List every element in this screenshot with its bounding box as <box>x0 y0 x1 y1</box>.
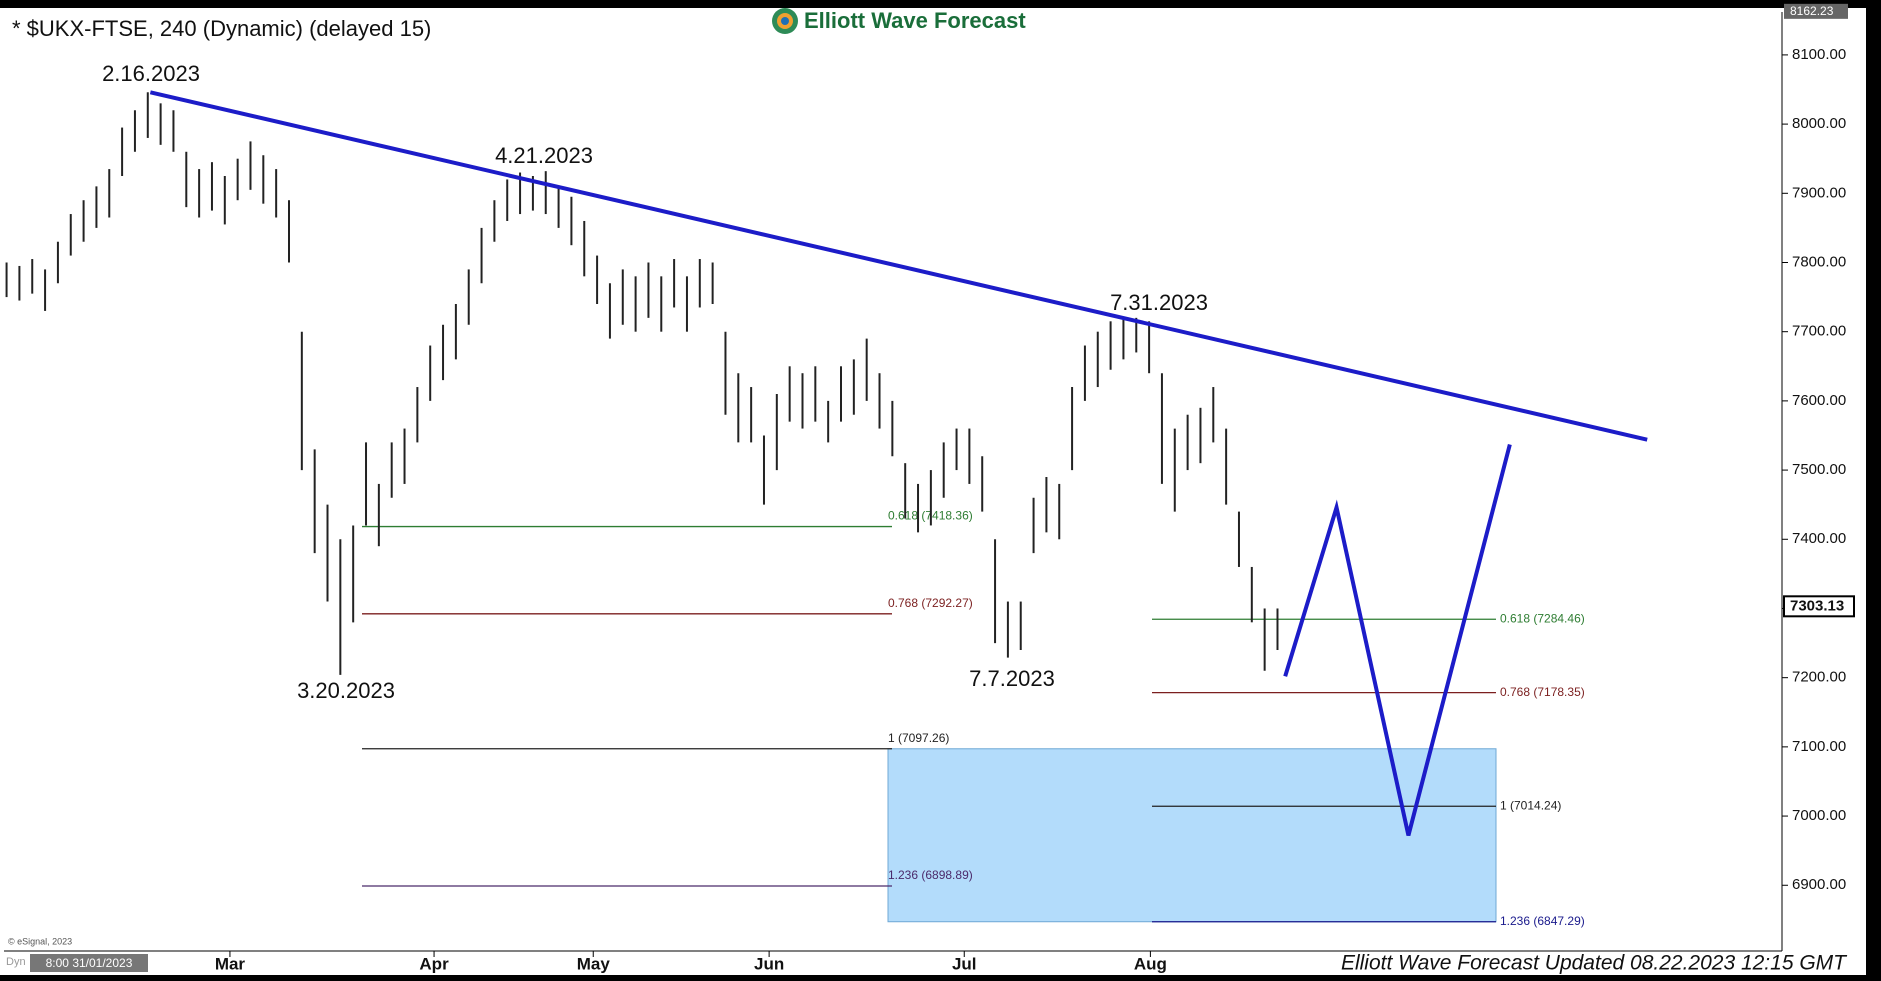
logo-text: Elliott Wave Forecast <box>804 8 1026 33</box>
y-tick-label: 7100.00 <box>1792 738 1846 755</box>
fib-label: 1.236 (6898.89) <box>888 868 973 882</box>
start-label: 8:00 31/01/2023 <box>46 956 133 970</box>
x-tick-label: Apr <box>419 954 449 973</box>
logo-icon-core <box>781 17 789 25</box>
frame-bottom <box>0 975 1881 981</box>
x-tick-label: Mar <box>215 954 246 973</box>
target-zone <box>887 748 1497 923</box>
y-tick-label: 7600.00 <box>1792 392 1846 409</box>
start-box <box>30 954 148 972</box>
fib-label: 1 (7014.24) <box>1500 798 1561 812</box>
y-tick-label: 8100.00 <box>1792 46 1846 63</box>
y-tick-label: 8000.00 <box>1792 115 1846 132</box>
corner-label: Dyn <box>6 956 26 968</box>
logo: Elliott Wave Forecast <box>764 2 1034 40</box>
x-tick-label: Jul <box>952 954 977 973</box>
date-annotation: 7.7.2023 <box>969 666 1055 691</box>
chart-title: * $UKX-FTSE, 240 (Dynamic) (delayed 15) <box>12 16 431 41</box>
fib-label: 0.768 (7178.35) <box>1500 685 1585 699</box>
projection <box>1283 443 1512 836</box>
y-tick-label: 7700.00 <box>1792 323 1846 340</box>
date-annotation: 2.16.2023 <box>102 61 200 86</box>
footer: Elliott Wave Forecast Updated 08.22.2023… <box>1341 952 1848 975</box>
y-tick-label: 7200.00 <box>1792 669 1846 686</box>
last-price-label: 7303.13 <box>1790 597 1844 614</box>
y-tick-label: 7500.00 <box>1792 461 1846 478</box>
fib-label: 1.236 (6847.29) <box>1500 914 1585 928</box>
date-annotation: 4.21.2023 <box>495 143 593 168</box>
date-annotation: 7.31.2023 <box>1110 290 1208 315</box>
fib-label: 0.618 (7284.46) <box>1500 611 1585 625</box>
last-price-box <box>1783 595 1855 618</box>
y-tick-label: 7000.00 <box>1792 807 1846 824</box>
y-tick-label: 7800.00 <box>1792 253 1846 270</box>
x-tick-label: May <box>577 954 611 973</box>
fib-label: 0.768 (7292.27) <box>888 596 973 610</box>
fib-label: 1 (7097.26) <box>888 731 949 745</box>
x-tick-label: Jun <box>754 954 784 973</box>
credit: © eSignal, 2023 <box>8 936 72 946</box>
frame-top <box>0 0 1881 8</box>
y-tick-label: 7900.00 <box>1792 184 1846 201</box>
frame-right <box>1866 0 1881 981</box>
trendline <box>149 90 1648 442</box>
logo-box <box>764 2 1034 40</box>
y-tick-label: 7400.00 <box>1792 530 1846 547</box>
x-tick-label: Aug <box>1134 954 1167 973</box>
top-price-box <box>1784 3 1848 19</box>
date-annotation: 3.20.2023 <box>297 678 395 703</box>
y-tick-label: 6900.00 <box>1792 876 1846 893</box>
top-price-label: 8162.23 <box>1790 4 1834 18</box>
